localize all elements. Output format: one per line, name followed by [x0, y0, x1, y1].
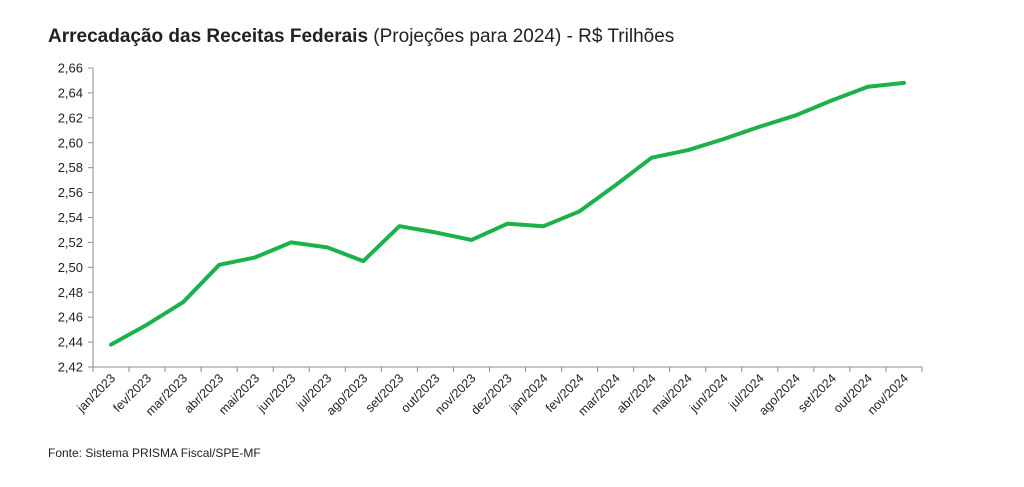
data-point — [325, 245, 330, 250]
y-tick-label: 2,64 — [58, 85, 83, 100]
data-point — [397, 224, 402, 228]
data-point — [109, 342, 113, 347]
data-point — [685, 148, 690, 152]
y-tick-label: 2,52 — [58, 235, 83, 250]
x-tick-label: jan/2023 — [74, 371, 119, 416]
y-tick-label: 2,58 — [58, 160, 83, 175]
data-point — [469, 238, 474, 242]
y-tick-label: 2,50 — [58, 260, 83, 275]
x-tick-label: jun/2024 — [686, 371, 731, 416]
y-tick-label: 2,66 — [58, 61, 83, 76]
data-point — [253, 255, 257, 260]
y-tick-label: 2,60 — [58, 135, 83, 150]
x-axis-ticks: jan/2023fev/2023mar/2023abr/2023mai/2023… — [74, 367, 923, 418]
y-axis-ticks: 2,42 2,44 2,46 2,48 2,50 2,52 2,54 2,56 2,58 2,60… — [58, 61, 93, 375]
chart-series — [109, 80, 906, 347]
y-tick-label: 2,46 — [58, 310, 83, 325]
data-point — [649, 155, 654, 160]
source-note: Fonte: Sistema PRISMA Fiscal/SPE-MF — [48, 446, 261, 460]
chart-title-bold: Arrecadação das Receitas Federais — [48, 26, 369, 47]
data-point — [361, 259, 366, 263]
data-point — [794, 113, 798, 118]
x-tick-label: jun/2023 — [254, 371, 299, 416]
y-tick-label: 2,62 — [58, 110, 83, 125]
chart-title-subtitle: (Projeções para 2024) - R$ Trilhões — [368, 26, 675, 47]
data-point — [541, 224, 546, 228]
data-point — [830, 98, 834, 103]
data-point — [902, 81, 906, 85]
y-tick-label: 2,42 — [58, 360, 83, 375]
data-point — [145, 322, 149, 327]
data-point — [217, 263, 221, 267]
data-point — [433, 230, 438, 235]
data-point — [181, 300, 185, 305]
data-point — [722, 137, 726, 141]
series-line — [109, 80, 906, 347]
y-tick-label: 2,56 — [58, 185, 83, 200]
data-point — [505, 221, 510, 226]
data-point — [758, 124, 762, 129]
y-tick-label: 2,54 — [58, 210, 83, 225]
y-tick-label: 2,44 — [58, 335, 83, 350]
data-point — [577, 209, 582, 214]
chart-title: Arrecadação das Receitas Federais (Proje… — [48, 26, 674, 48]
data-point — [289, 240, 294, 245]
x-tick-label: jan/2024 — [506, 371, 551, 416]
y-tick-label: 2,48 — [58, 285, 83, 300]
data-point — [613, 183, 618, 187]
data-point — [866, 84, 870, 89]
